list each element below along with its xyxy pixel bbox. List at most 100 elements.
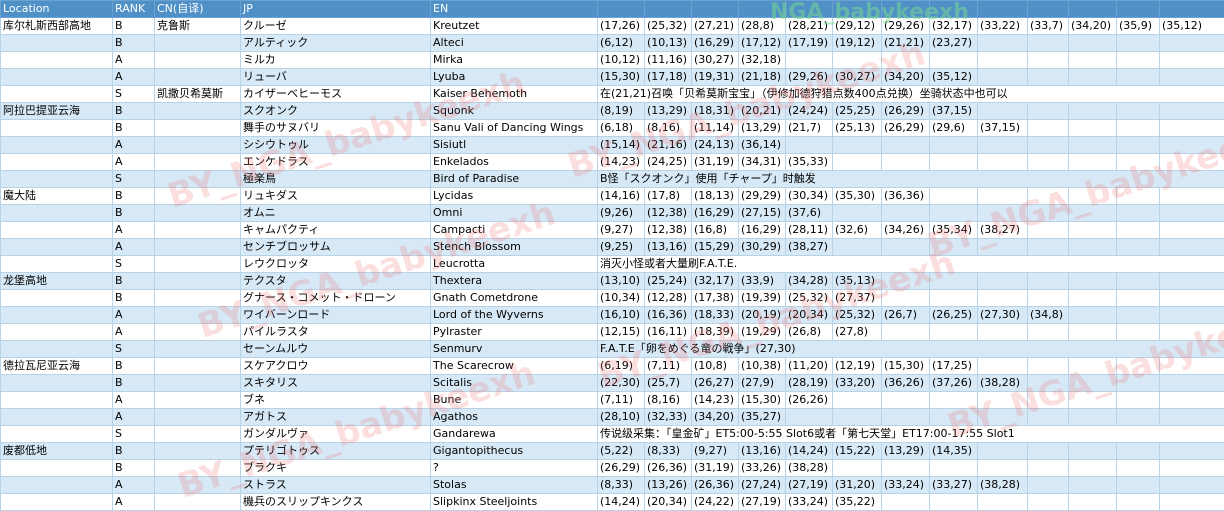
empty-cell[interactable] — [1027, 51, 1069, 69]
cn-name-cell[interactable] — [154, 476, 241, 494]
cn-name-cell[interactable] — [154, 425, 241, 443]
coordinate-cell[interactable]: (16,11) — [644, 323, 692, 341]
coordinate-cell[interactable]: (31,20) — [832, 476, 882, 494]
location-cell[interactable]: 德拉瓦尼亚云海 — [0, 357, 113, 375]
empty-cell[interactable] — [832, 136, 882, 154]
empty-cell[interactable] — [832, 391, 882, 409]
empty-cell[interactable] — [1027, 493, 1069, 511]
empty-cell[interactable] — [1068, 221, 1117, 239]
coordinate-cell[interactable]: (16,29) — [691, 204, 739, 222]
jp-name-cell[interactable]: リューバ — [240, 68, 431, 86]
header-blank[interactable] — [785, 0, 833, 18]
coordinate-cell[interactable]: (34,20) — [1068, 17, 1117, 35]
empty-cell[interactable] — [1068, 408, 1117, 426]
empty-cell[interactable] — [1159, 187, 1224, 205]
rank-cell[interactable]: B — [112, 119, 155, 137]
coordinate-cell[interactable]: (23,27) — [929, 34, 978, 52]
empty-cell[interactable] — [1027, 187, 1069, 205]
rank-cell[interactable]: S — [112, 85, 155, 103]
coordinate-cell[interactable]: (15,14) — [597, 136, 645, 154]
coordinate-cell[interactable]: (35,22) — [832, 493, 882, 511]
empty-cell[interactable] — [977, 34, 1028, 52]
empty-cell[interactable] — [785, 51, 833, 69]
jp-name-cell[interactable]: レウクロッタ — [240, 255, 431, 273]
jp-name-cell[interactable]: キャムパクティ — [240, 221, 431, 239]
empty-cell[interactable] — [977, 204, 1028, 222]
empty-cell[interactable] — [929, 51, 978, 69]
coordinate-cell[interactable]: (26,8) — [785, 323, 833, 341]
empty-cell[interactable] — [977, 391, 1028, 409]
coordinate-cell[interactable]: (13,29) — [644, 102, 692, 120]
empty-cell[interactable] — [1027, 459, 1069, 477]
cn-name-cell[interactable] — [154, 255, 241, 273]
header-blank[interactable] — [644, 0, 692, 18]
empty-cell[interactable] — [1027, 119, 1069, 137]
coordinate-cell[interactable]: (29,12) — [832, 17, 882, 35]
empty-cell[interactable] — [977, 323, 1028, 341]
empty-cell[interactable] — [977, 187, 1028, 205]
jp-name-cell[interactable]: 舞手のサヌバリ — [240, 119, 431, 137]
coordinate-cell[interactable]: (35,12) — [929, 68, 978, 86]
coordinate-cell[interactable]: (35,30) — [832, 187, 882, 205]
coordinate-cell[interactable]: (38,28) — [785, 459, 833, 477]
coordinate-cell[interactable]: (7,11) — [644, 357, 692, 375]
coordinate-cell[interactable]: (17,38) — [691, 289, 739, 307]
spawn-note-cell[interactable]: 传说级采集：「皇金矿」ET5:00-5:55 Slot6或者「第七天堂」ET17… — [597, 425, 1224, 443]
en-name-cell[interactable]: Mirka — [430, 51, 598, 69]
coordinate-cell[interactable]: (27,24) — [738, 476, 786, 494]
empty-cell[interactable] — [977, 153, 1028, 171]
location-cell[interactable] — [0, 221, 113, 239]
empty-cell[interactable] — [881, 153, 930, 171]
coordinate-cell[interactable]: (30,27) — [691, 51, 739, 69]
location-cell[interactable] — [0, 170, 113, 188]
coordinate-cell[interactable]: (21,7) — [785, 119, 833, 137]
header-blank[interactable] — [1116, 0, 1160, 18]
coordinate-cell[interactable]: (21,16) — [644, 136, 692, 154]
en-name-cell[interactable]: Bird of Paradise — [430, 170, 598, 188]
coordinate-cell[interactable]: (22,30) — [597, 374, 645, 392]
empty-cell[interactable] — [881, 459, 930, 477]
coordinate-cell[interactable]: (26,7) — [881, 306, 930, 324]
header-blank[interactable] — [977, 0, 1028, 18]
empty-cell[interactable] — [1116, 459, 1160, 477]
coordinate-cell[interactable]: (34,31) — [738, 153, 786, 171]
empty-cell[interactable] — [929, 493, 978, 511]
coordinate-cell[interactable]: (27,19) — [738, 493, 786, 511]
empty-cell[interactable] — [977, 51, 1028, 69]
coordinate-cell[interactable]: (27,19) — [785, 476, 833, 494]
en-name-cell[interactable]: Pylraster — [430, 323, 598, 341]
en-name-cell[interactable]: Sanu Vali of Dancing Wings — [430, 119, 598, 137]
en-name-cell[interactable]: Enkelados — [430, 153, 598, 171]
empty-cell[interactable] — [977, 136, 1028, 154]
empty-cell[interactable] — [1159, 102, 1224, 120]
en-name-cell[interactable]: Gigantopithecus — [430, 442, 598, 460]
coordinate-cell[interactable]: (25,24) — [644, 272, 692, 290]
rank-cell[interactable]: B — [112, 17, 155, 35]
rank-cell[interactable]: A — [112, 238, 155, 256]
coordinate-cell[interactable]: (28,19) — [785, 374, 833, 392]
coordinate-cell[interactable]: (31,19) — [691, 459, 739, 477]
empty-cell[interactable] — [1068, 442, 1117, 460]
empty-cell[interactable] — [1159, 374, 1224, 392]
empty-cell[interactable] — [1027, 68, 1069, 86]
empty-cell[interactable] — [1068, 51, 1117, 69]
empty-cell[interactable] — [1116, 408, 1160, 426]
coordinate-cell[interactable]: (26,29) — [881, 102, 930, 120]
coordinate-cell[interactable]: (32,6) — [832, 221, 882, 239]
empty-cell[interactable] — [1068, 289, 1117, 307]
coordinate-cell[interactable]: (30,34) — [785, 187, 833, 205]
empty-cell[interactable] — [1159, 357, 1224, 375]
empty-cell[interactable] — [881, 289, 930, 307]
jp-name-cell[interactable]: 機兵のスリップキンクス — [240, 493, 431, 511]
header-blank[interactable] — [691, 0, 739, 18]
rank-cell[interactable]: A — [112, 68, 155, 86]
coordinate-cell[interactable]: (11,20) — [785, 357, 833, 375]
en-name-cell[interactable]: Lord of the Wyverns — [430, 306, 598, 324]
empty-cell[interactable] — [1159, 221, 1224, 239]
location-cell[interactable] — [0, 136, 113, 154]
empty-cell[interactable] — [1027, 272, 1069, 290]
coordinate-cell[interactable]: (28,11) — [785, 221, 833, 239]
empty-cell[interactable] — [929, 204, 978, 222]
cn-name-cell[interactable] — [154, 459, 241, 477]
coordinate-cell[interactable]: (35,27) — [738, 408, 786, 426]
